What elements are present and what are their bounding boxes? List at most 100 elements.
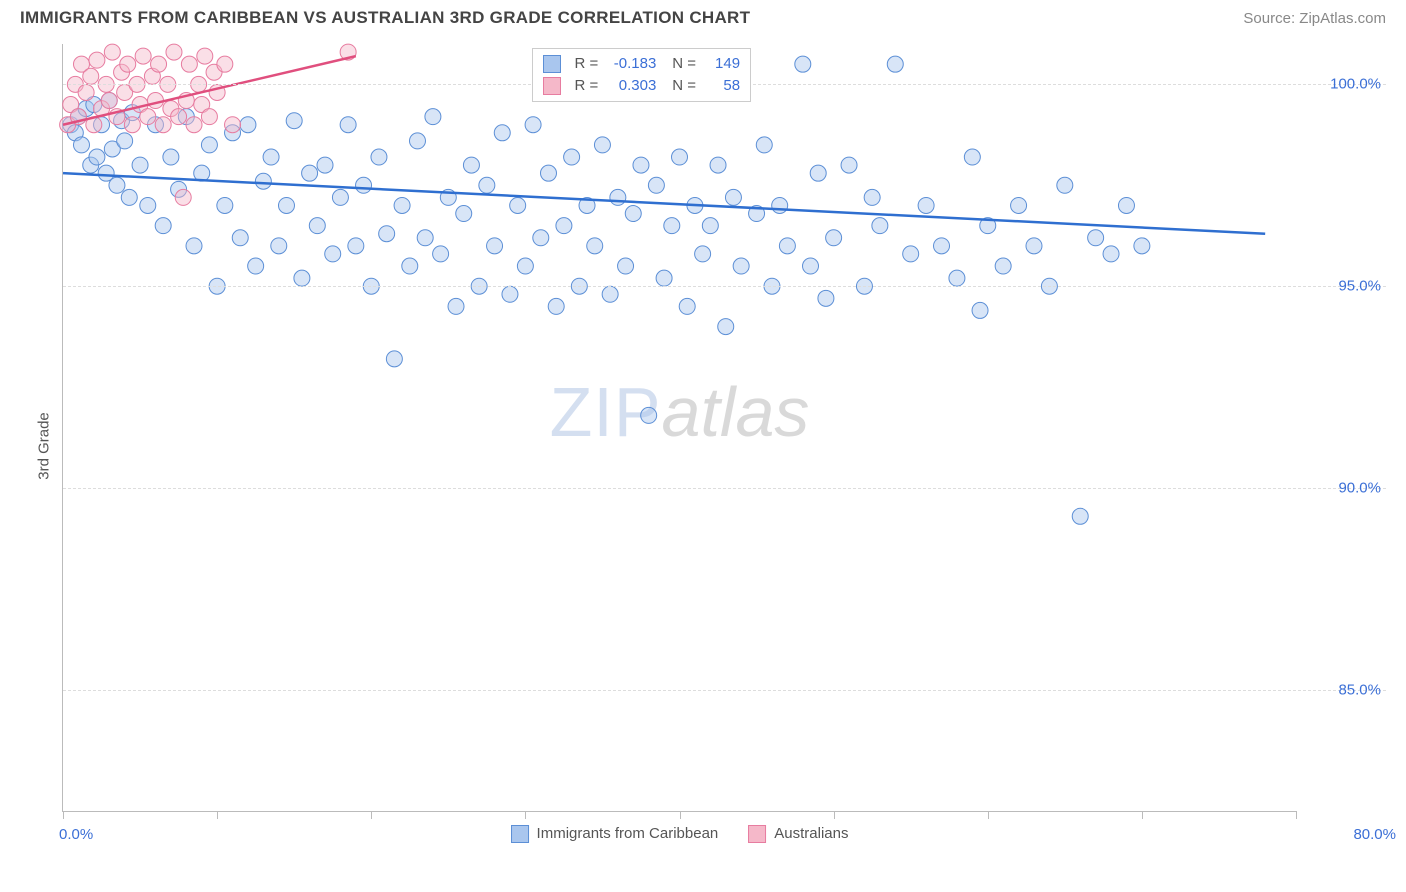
data-point[interactable] xyxy=(294,270,310,286)
data-point[interactable] xyxy=(89,52,105,68)
data-point[interactable] xyxy=(695,246,711,262)
data-point[interactable] xyxy=(104,44,120,60)
data-point[interactable] xyxy=(710,157,726,173)
data-point[interactable] xyxy=(433,246,449,262)
data-point[interactable] xyxy=(934,238,950,254)
data-point[interactable] xyxy=(679,298,695,314)
data-point[interactable] xyxy=(456,206,472,222)
data-point[interactable] xyxy=(972,302,988,318)
data-point[interactable] xyxy=(132,157,148,173)
data-point[interactable] xyxy=(1072,508,1088,524)
data-point[interactable] xyxy=(78,84,94,100)
data-point[interactable] xyxy=(201,109,217,125)
data-point[interactable] xyxy=(140,197,156,213)
data-point[interactable] xyxy=(487,238,503,254)
data-point[interactable] xyxy=(117,133,133,149)
data-point[interactable] xyxy=(83,68,99,84)
legend-item[interactable]: Australians xyxy=(748,825,848,843)
data-point[interactable] xyxy=(594,137,610,153)
data-point[interactable] xyxy=(379,226,395,242)
data-point[interactable] xyxy=(633,157,649,173)
data-point[interactable] xyxy=(826,230,842,246)
data-point[interactable] xyxy=(135,48,151,64)
data-point[interactable] xyxy=(201,137,217,153)
data-point[interactable] xyxy=(587,238,603,254)
data-point[interactable] xyxy=(872,218,888,234)
data-point[interactable] xyxy=(1026,238,1042,254)
data-point[interactable] xyxy=(810,165,826,181)
data-point[interactable] xyxy=(263,149,279,165)
data-point[interactable] xyxy=(163,149,179,165)
data-point[interactable] xyxy=(371,149,387,165)
data-point[interactable] xyxy=(903,246,919,262)
data-point[interactable] xyxy=(864,189,880,205)
data-point[interactable] xyxy=(995,258,1011,274)
data-point[interactable] xyxy=(725,189,741,205)
data-point[interactable] xyxy=(109,177,125,193)
data-point[interactable] xyxy=(556,218,572,234)
data-point[interactable] xyxy=(155,218,171,234)
data-point[interactable] xyxy=(121,189,137,205)
data-point[interactable] xyxy=(510,197,526,213)
data-point[interactable] xyxy=(255,173,271,189)
data-point[interactable] xyxy=(949,270,965,286)
data-point[interactable] xyxy=(402,258,418,274)
data-point[interactable] xyxy=(309,218,325,234)
data-point[interactable] xyxy=(317,157,333,173)
data-point[interactable] xyxy=(479,177,495,193)
data-point[interactable] xyxy=(409,133,425,149)
data-point[interactable] xyxy=(525,117,541,133)
data-point[interactable] xyxy=(175,189,191,205)
data-point[interactable] xyxy=(803,258,819,274)
data-point[interactable] xyxy=(964,149,980,165)
data-point[interactable] xyxy=(733,258,749,274)
data-point[interactable] xyxy=(248,258,264,274)
data-point[interactable] xyxy=(394,197,410,213)
data-point[interactable] xyxy=(340,117,356,133)
data-point[interactable] xyxy=(302,165,318,181)
data-point[interactable] xyxy=(564,149,580,165)
data-point[interactable] xyxy=(171,109,187,125)
data-point[interactable] xyxy=(1057,177,1073,193)
data-point[interactable] xyxy=(417,230,433,246)
source-link[interactable]: ZipAtlas.com xyxy=(1299,10,1386,27)
data-point[interactable] xyxy=(197,48,213,64)
data-point[interactable] xyxy=(841,157,857,173)
data-point[interactable] xyxy=(225,117,241,133)
data-point[interactable] xyxy=(332,189,348,205)
data-point[interactable] xyxy=(772,197,788,213)
data-point[interactable] xyxy=(325,246,341,262)
data-point[interactable] xyxy=(181,56,197,72)
data-point[interactable] xyxy=(641,407,657,423)
data-point[interactable] xyxy=(795,56,811,72)
data-point[interactable] xyxy=(425,109,441,125)
data-point[interactable] xyxy=(73,137,89,153)
data-point[interactable] xyxy=(278,197,294,213)
data-point[interactable] xyxy=(101,93,117,109)
data-point[interactable] xyxy=(151,56,167,72)
data-point[interactable] xyxy=(602,286,618,302)
data-point[interactable] xyxy=(348,238,364,254)
data-point[interactable] xyxy=(533,230,549,246)
legend-item[interactable]: Immigrants from Caribbean xyxy=(511,825,719,843)
data-point[interactable] xyxy=(124,117,140,133)
data-point[interactable] xyxy=(186,117,202,133)
data-point[interactable] xyxy=(548,298,564,314)
data-point[interactable] xyxy=(656,270,672,286)
data-point[interactable] xyxy=(887,56,903,72)
data-point[interactable] xyxy=(232,230,248,246)
data-point[interactable] xyxy=(672,149,688,165)
data-point[interactable] xyxy=(386,351,402,367)
data-point[interactable] xyxy=(89,149,105,165)
data-point[interactable] xyxy=(286,113,302,129)
data-point[interactable] xyxy=(463,157,479,173)
data-point[interactable] xyxy=(502,286,518,302)
data-point[interactable] xyxy=(217,56,233,72)
data-point[interactable] xyxy=(756,137,772,153)
data-point[interactable] xyxy=(918,197,934,213)
data-point[interactable] xyxy=(120,56,136,72)
data-point[interactable] xyxy=(648,177,664,193)
data-point[interactable] xyxy=(517,258,533,274)
data-point[interactable] xyxy=(610,189,626,205)
data-point[interactable] xyxy=(702,218,718,234)
